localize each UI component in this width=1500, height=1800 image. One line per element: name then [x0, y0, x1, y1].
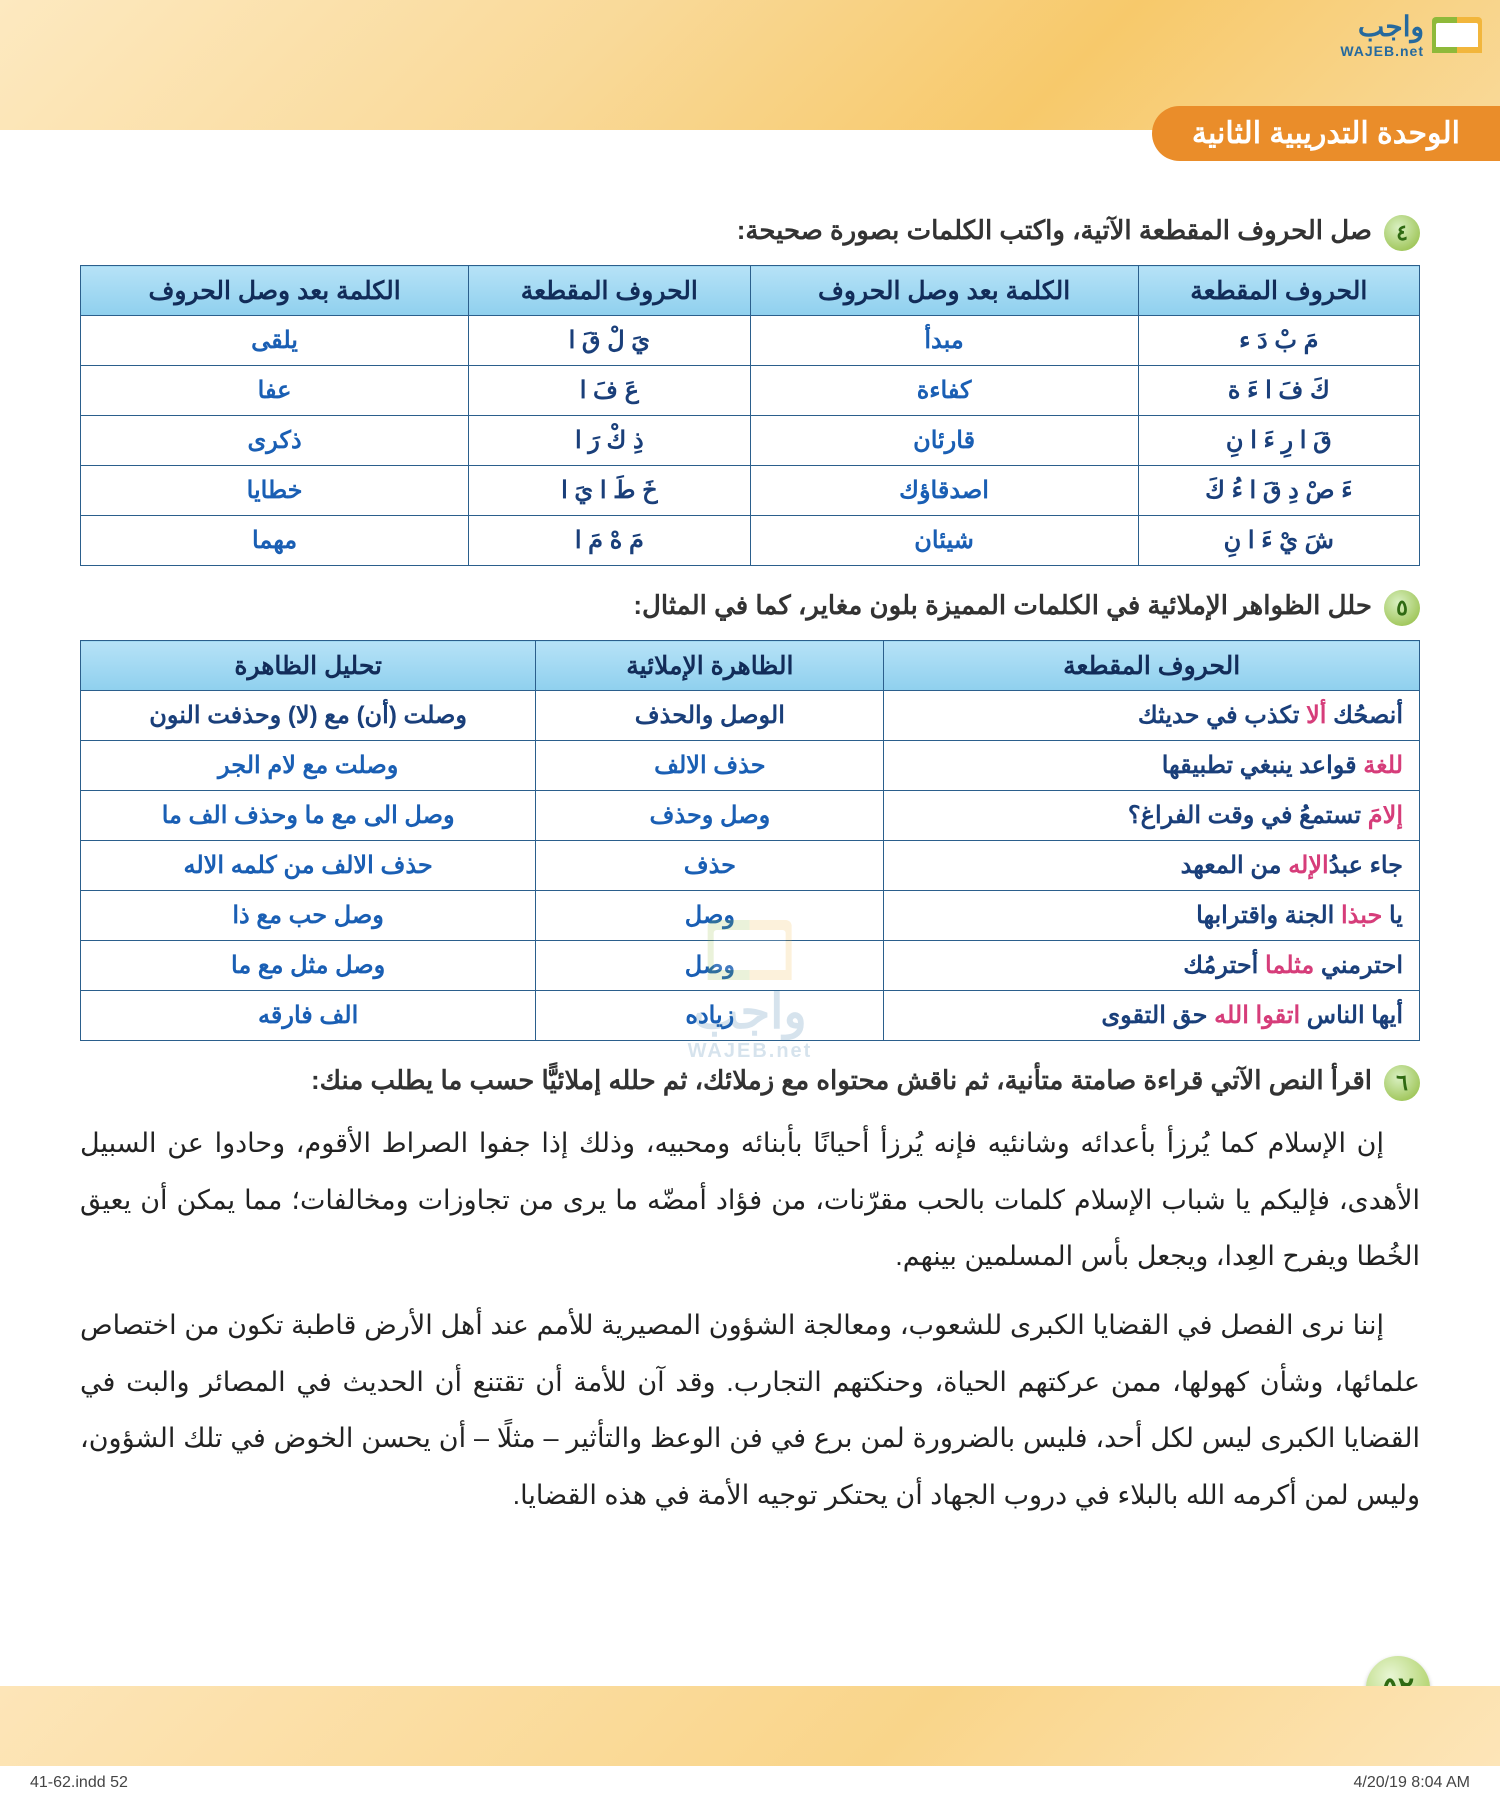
- body-text: إن الإسلام كما يُرزأ بأعدائه وشانئيه فإن…: [80, 1115, 1420, 1524]
- table-cell: قَ ا رِ ءَ ا نِ: [1138, 416, 1419, 466]
- table-row: أنصحُك ألا تكذب في حديثكالوصل والحذفوصلت…: [81, 691, 1420, 741]
- t2-h3: تحليل الظاهرة: [81, 641, 536, 691]
- logo-sub: WAJEB.net: [1340, 43, 1424, 59]
- table-cell: حذف: [536, 841, 884, 891]
- t1-h2: الكلمة بعد وصل الحروف: [750, 266, 1138, 316]
- table-cell: جاء عبدُالإله من المعهد: [884, 841, 1420, 891]
- table-cell: الوصل والحذف: [536, 691, 884, 741]
- page: واجب WAJEB.net الوحدة التدريبية الثانية …: [0, 0, 1500, 1800]
- question-6: ٦ اقرأ النص الآتي قراءة صامتة متأنية، ثم…: [80, 1065, 1420, 1101]
- logo-text: واجب: [1340, 10, 1424, 43]
- table-row: كَ فَ ا ءَ ةكفاءةعَ فَ اعفا: [81, 366, 1420, 416]
- table-cell: عَ فَ ا: [469, 366, 750, 416]
- logo: واجب WAJEB.net: [1340, 10, 1482, 59]
- table-cell: وصل: [536, 941, 884, 991]
- table-row: شَ يْ ءَ ا نِشيئانمَ هْ مَ امهما: [81, 516, 1420, 566]
- question-4: ٤ صل الحروف المقطعة الآتية، واكتب الكلما…: [80, 215, 1420, 251]
- table-cell: مَ بْ دَ ء: [1138, 316, 1419, 366]
- footer-right: 4/20/19 8:04 AM: [1353, 1774, 1470, 1792]
- table-cell: يا حبذا الجنة واقترابها: [884, 891, 1420, 941]
- q5-num: ٥: [1384, 590, 1420, 626]
- table-row: قَ ا رِ ءَ ا نِقارئانذِ كْ رَ اذكرى: [81, 416, 1420, 466]
- table-cell: ذِ كْ رَ ا: [469, 416, 750, 466]
- table-row: مَ بْ دَ ءمبدأيَ لْ قَ ايلقى: [81, 316, 1420, 366]
- table-cell: حذف الالف من كلمه الاله: [81, 841, 536, 891]
- table-cell: خطايا: [81, 466, 469, 516]
- paragraph-2: إننا نرى الفصل في القضايا الكبرى للشعوب،…: [80, 1297, 1420, 1524]
- table-row: احترمني مثلما أحترمُكوصلوصل مثل مع ما: [81, 941, 1420, 991]
- table-cell: شيئان: [750, 516, 1138, 566]
- table-cell: عفا: [81, 366, 469, 416]
- q6-text: اقرأ النص الآتي قراءة صامتة متأنية، ثم ن…: [311, 1065, 1372, 1096]
- footer-left: 41-62.indd 52: [30, 1774, 128, 1792]
- t2-h2: الظاهرة الإملائية: [536, 641, 884, 691]
- t1-h4: الكلمة بعد وصل الحروف: [81, 266, 469, 316]
- table-cell: وصل مثل مع ما: [81, 941, 536, 991]
- table-cell: حذف الالف: [536, 741, 884, 791]
- table-cell: قارئان: [750, 416, 1138, 466]
- table-row: أيها الناس اتقوا الله حق التقوىزيادهالف …: [81, 991, 1420, 1041]
- q6-num: ٦: [1384, 1065, 1420, 1101]
- table-cell: زياده: [536, 991, 884, 1041]
- table-row: إلامَ تستمعُ في وقت الفراغ؟وصل وحذفوصل ا…: [81, 791, 1420, 841]
- table-cell: ءَ صْ دِ قَ ا ءُ كَ: [1138, 466, 1419, 516]
- t2-h1: الحروف المقطعة: [884, 641, 1420, 691]
- table-cell: مهما: [81, 516, 469, 566]
- t1-h1: الحروف المقطعة: [1138, 266, 1419, 316]
- table-cell: إلامَ تستمعُ في وقت الفراغ؟: [884, 791, 1420, 841]
- table-cell: يلقى: [81, 316, 469, 366]
- q4-num: ٤: [1384, 215, 1420, 251]
- table-1: الحروف المقطعة الكلمة بعد وصل الحروف الح…: [80, 265, 1420, 566]
- table-cell: وصل وحذف: [536, 791, 884, 841]
- q4-text: صل الحروف المقطعة الآتية، واكتب الكلمات …: [737, 215, 1372, 246]
- table-cell: مبدأ: [750, 316, 1138, 366]
- table-cell: شَ يْ ءَ ا نِ: [1138, 516, 1419, 566]
- table-cell: الف فارقه: [81, 991, 536, 1041]
- footer: 41-62.indd 52 4/20/19 8:04 AM: [0, 1766, 1500, 1800]
- table-cell: وصل: [536, 891, 884, 941]
- logo-icon: [1432, 17, 1482, 53]
- table-cell: كفاءة: [750, 366, 1138, 416]
- table-cell: للغة قواعد ينبغي تطبيقها: [884, 741, 1420, 791]
- table-cell: أنصحُك ألا تكذب في حديثك: [884, 691, 1420, 741]
- table-cell: وصل حب مع ذا: [81, 891, 536, 941]
- unit-title: الوحدة التدريبية الثانية: [1152, 106, 1500, 161]
- q5-text: حلل الظواهر الإملائية في الكلمات المميزة…: [633, 590, 1372, 621]
- table-cell: أيها الناس اتقوا الله حق التقوى: [884, 991, 1420, 1041]
- table-cell: كَ فَ ا ءَ ة: [1138, 366, 1419, 416]
- table-cell: يَ لْ قَ ا: [469, 316, 750, 366]
- table-cell: وصل الى مع ما وحذف الف ما: [81, 791, 536, 841]
- table-2: الحروف المقطعة الظاهرة الإملائية تحليل ا…: [80, 640, 1420, 1041]
- table-cell: وصلت مع لام الجر: [81, 741, 536, 791]
- paragraph-1: إن الإسلام كما يُرزأ بأعدائه وشانئيه فإن…: [80, 1115, 1420, 1285]
- table-row: يا حبذا الجنة واقترابهاوصلوصل حب مع ذا: [81, 891, 1420, 941]
- table-cell: وصلت (أن) مع (لا) وحذفت النون: [81, 691, 536, 741]
- table-cell: اصدقاؤك: [750, 466, 1138, 516]
- table-cell: خَ طَ ا يَ ا: [469, 466, 750, 516]
- table-cell: ذكرى: [81, 416, 469, 466]
- question-5: ٥ حلل الظواهر الإملائية في الكلمات الممي…: [80, 590, 1420, 626]
- table-row: ءَ صْ دِ قَ ا ءُ كَاصدقاؤكخَ طَ ا يَ اخط…: [81, 466, 1420, 516]
- table-row: جاء عبدُالإله من المعهدحذفحذف الالف من ك…: [81, 841, 1420, 891]
- table-cell: مَ هْ مَ ا: [469, 516, 750, 566]
- bottom-wave: [0, 1686, 1500, 1766]
- table-row: للغة قواعد ينبغي تطبيقهاحذف الالفوصلت مع…: [81, 741, 1420, 791]
- table-cell: احترمني مثلما أحترمُك: [884, 941, 1420, 991]
- t1-h3: الحروف المقطعة: [469, 266, 750, 316]
